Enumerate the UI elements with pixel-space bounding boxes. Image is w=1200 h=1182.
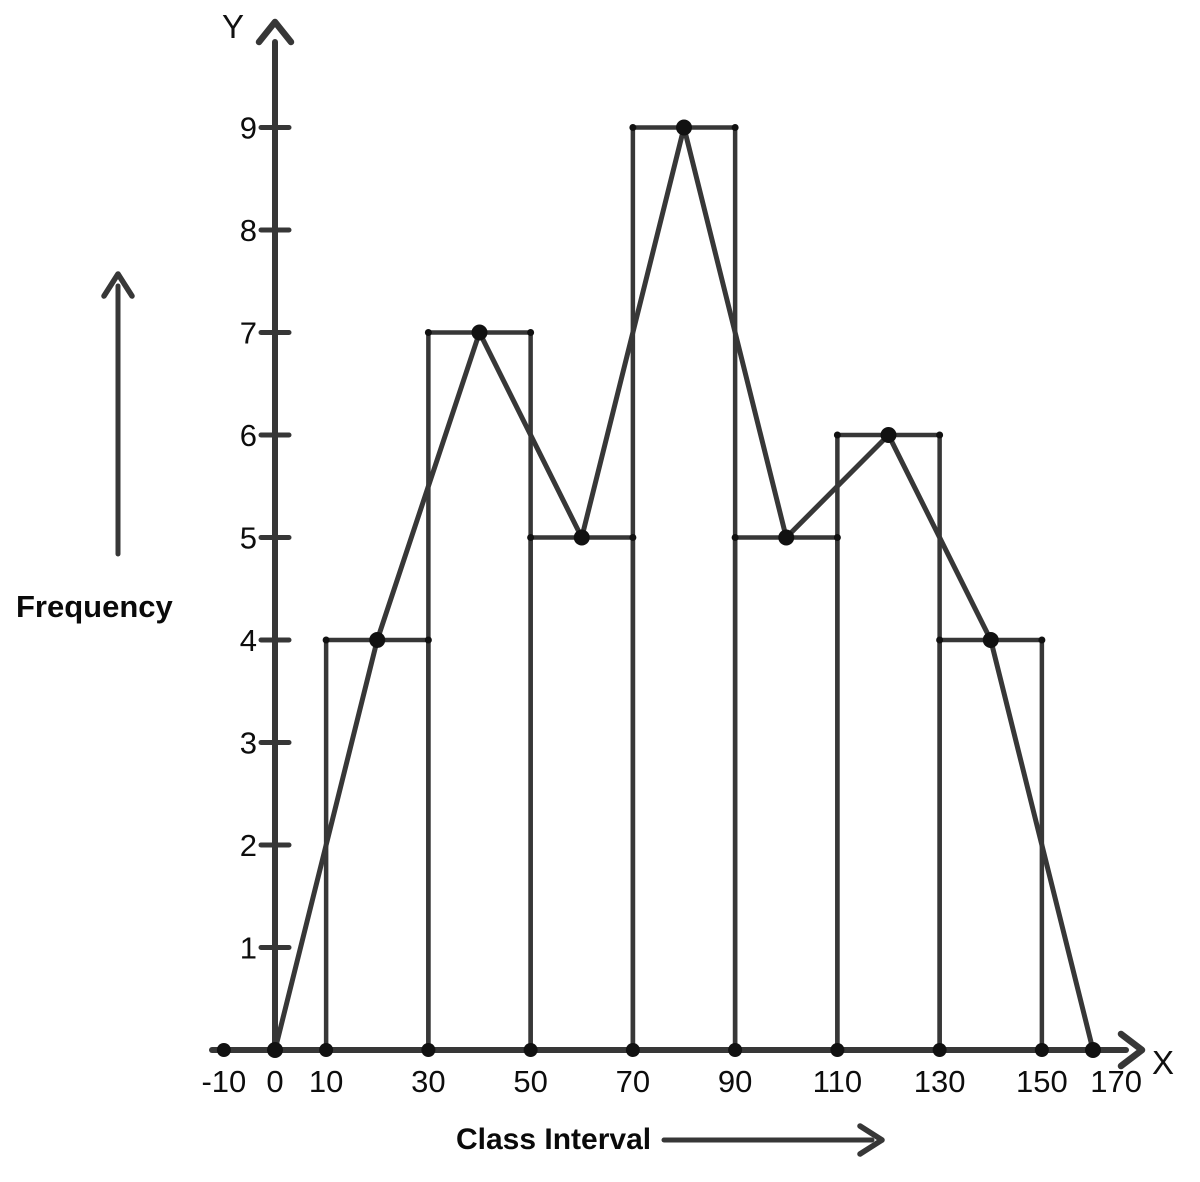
polygon-vertex-dot-80-9 <box>676 119 692 136</box>
x-tick-label-110: 110 <box>813 1064 862 1099</box>
x-tick-label-30: 30 <box>411 1064 445 1099</box>
bar-corner-dot <box>322 636 330 644</box>
y-tick-label-9: 9 <box>240 111 257 146</box>
bar-rect-130-150 <box>937 637 1045 1053</box>
bar-rect-10-30 <box>323 637 431 1053</box>
x-tick-label-0: 0 <box>266 1064 283 1099</box>
polygon-vertex-dot-100-5 <box>778 529 795 546</box>
bar-rect-90-110 <box>732 535 840 1053</box>
x-axis-dot-50 <box>523 1043 538 1057</box>
bar-corner-dot <box>731 124 739 131</box>
y-tick-label-7: 7 <box>240 316 257 351</box>
polygon-vertex-dot-120-6 <box>880 427 897 443</box>
bar-corner-dot <box>424 636 432 644</box>
bar-corner-dot <box>1038 636 1046 644</box>
x-axis-dot-150 <box>1034 1043 1049 1057</box>
x-tick-label-130: 130 <box>914 1064 966 1099</box>
x-axis-dot-90 <box>728 1043 743 1057</box>
y-tick-label-6: 6 <box>240 418 257 453</box>
bar-corner-dot <box>424 329 432 336</box>
x-axis-dot--10 <box>216 1043 231 1057</box>
y-tick-label-1: 1 <box>240 931 257 966</box>
polygon-vertex-dot-140-4 <box>982 632 999 648</box>
x-tick-label-150: 150 <box>1016 1064 1068 1099</box>
bar-corner-dot <box>936 431 944 439</box>
x-axis-dot-130 <box>932 1043 947 1057</box>
polygon-vertex-dot-40-7 <box>471 324 488 341</box>
x-axis-dot-10 <box>319 1043 334 1057</box>
bar-corner-dot <box>527 329 535 336</box>
polygon-vertex-dot-160-0 <box>1085 1042 1101 1058</box>
x-axis-dot-70 <box>625 1043 640 1057</box>
frequency-up-arrow-icon <box>101 271 135 299</box>
x-tick-label-90: 90 <box>718 1064 752 1099</box>
bar-corner-dot <box>527 534 535 541</box>
y-axis-letter: Y <box>222 8 245 45</box>
polygon-vertex-dot-20-4 <box>369 632 386 648</box>
bar-rect-110-130 <box>835 432 942 1053</box>
polygon-vertex-dot-60-5 <box>573 529 590 546</box>
y-tick-label-8: 8 <box>240 213 257 248</box>
x-tick-label-50: 50 <box>513 1064 547 1099</box>
y-tick-label-2: 2 <box>240 828 257 863</box>
bar-corner-dot <box>936 636 944 644</box>
y-axis-title: Frequency <box>16 589 173 624</box>
x-axis-dot-30 <box>421 1043 436 1057</box>
y-tick-label-5: 5 <box>240 521 257 556</box>
x-tick-label-170: 170 <box>1090 1064 1142 1099</box>
x-axis-dot-110 <box>830 1043 845 1057</box>
bar-corner-dot <box>731 534 739 541</box>
bar-corner-dot <box>629 124 637 131</box>
x-axis-arrowhead-icon <box>1117 1030 1146 1070</box>
frequency-polygon-line <box>272 125 1096 1053</box>
bar-rect-50-70 <box>528 535 636 1053</box>
x-tick-label-10: 10 <box>309 1064 343 1099</box>
bar-corner-dot <box>833 431 841 439</box>
y-tick-label-3: 3 <box>240 726 257 761</box>
y-axis-arrowhead-icon <box>255 18 295 46</box>
x-axis-letter: X <box>1152 1044 1175 1081</box>
bar-corner-dot <box>629 534 637 541</box>
bar-corner-dot <box>833 534 841 541</box>
x-tick-label--10: -10 <box>201 1064 246 1099</box>
polygon-vertex-dot-0-0 <box>267 1042 283 1058</box>
x-axis-title: Class Interval <box>456 1123 652 1156</box>
y-tick-label-4: 4 <box>240 623 257 658</box>
class-interval-right-arrow-icon <box>857 1123 885 1157</box>
x-tick-label-70: 70 <box>616 1064 650 1099</box>
